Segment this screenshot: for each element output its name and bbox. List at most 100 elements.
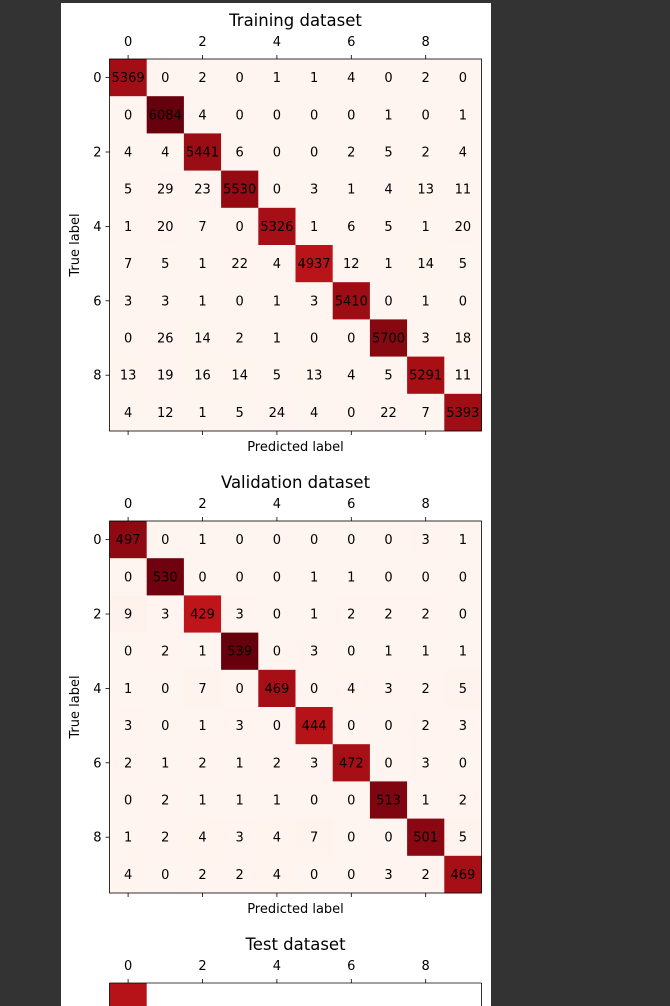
panel1-ytick-label: 6 [93, 294, 101, 309]
panel1-cell [258, 319, 296, 357]
panel1-cell [295, 282, 333, 320]
panel2-cell [221, 781, 259, 819]
panel1-cell-value: 5530 [223, 183, 256, 198]
panel2-cell [407, 632, 445, 671]
panel2-cell-value: 9 [124, 608, 132, 623]
panel1-cell-value: 4 [384, 183, 392, 198]
panel2-ytick-label: 4 [93, 682, 101, 697]
panel2-cell-value: 0 [273, 533, 281, 548]
panel2-cell-value: 2 [161, 794, 169, 809]
panel2-cell [369, 781, 408, 819]
panel2-cell [258, 669, 296, 708]
panel2-cell [444, 744, 482, 782]
panel1-cell [221, 282, 259, 320]
panel2-cell [109, 595, 147, 633]
panel1-cell [221, 245, 259, 283]
panel1-cell [407, 319, 445, 357]
panel2-cell-value: 3 [161, 608, 169, 623]
panel1-xtick-top-label: 6 [347, 35, 355, 50]
panel1-cell [295, 96, 333, 134]
panel1-cell-value: 0 [310, 108, 318, 123]
panel2-cell [295, 632, 333, 671]
panel2-cell [146, 521, 185, 559]
panel2-cell-value: 1 [422, 645, 430, 660]
panel1-cell [407, 282, 445, 320]
panel2-cell [369, 669, 408, 708]
panel2-cell [369, 744, 408, 782]
panel1-cell [221, 59, 259, 97]
panel2-cell [369, 855, 408, 894]
panel2-cell-value: 4 [347, 682, 355, 697]
panel2-cell [332, 744, 371, 782]
panel2-cell-value: 0 [459, 756, 467, 771]
panel2-cell-value: 0 [422, 570, 430, 585]
panel1-ytick-label: 4 [93, 220, 101, 235]
panel2-cell [146, 558, 185, 596]
panel2-cell-value: 2 [422, 868, 430, 883]
panel2-cell [407, 744, 445, 782]
panel1-cell-value: 13 [306, 369, 323, 384]
panel2-cell-value: 5 [459, 682, 467, 697]
panel1-cell [109, 319, 147, 357]
panel1-cell [258, 133, 296, 171]
panel1-cell-value: 6 [236, 146, 244, 161]
panel2-cell-value: 2 [384, 608, 392, 623]
panel1-cell [295, 170, 333, 209]
panel2-cell [183, 781, 222, 819]
panel1-cell-value: 4 [347, 71, 355, 86]
panel1-cell-value: 0 [124, 108, 132, 123]
panel2-cell [332, 781, 371, 819]
panel1-cell [295, 319, 333, 357]
panel2-cell-value: 0 [161, 868, 169, 883]
panel1-cell-value: 2 [236, 332, 244, 347]
panel2-cell [258, 818, 296, 857]
panel2-cell-value: 2 [161, 645, 169, 660]
panel2-axes-frame [109, 520, 482, 894]
panel2-cell [183, 818, 222, 857]
panel1-cell-value: 5393 [446, 406, 479, 421]
panel1-xtick-top-label: 4 [273, 35, 281, 50]
panel1-cell [444, 282, 482, 320]
panel2-cell-value: 2 [422, 682, 430, 697]
panel2-cell-value: 0 [273, 570, 281, 585]
panel2-cell-value: 2 [273, 756, 281, 771]
panel2-cell [332, 595, 371, 633]
panel2-xlabel: Predicted label [247, 902, 344, 917]
panel1-cell [332, 356, 371, 395]
panel2-cell-value: 3 [310, 756, 318, 771]
panel2-cell [109, 521, 147, 559]
panel2-cell [407, 521, 445, 559]
panel1-cell-value: 0 [273, 183, 281, 198]
panel2-cell [407, 669, 445, 708]
panel1-cell-value: 4 [124, 146, 132, 161]
panel1-cell [109, 282, 147, 320]
panel1-cell-value: 1 [422, 220, 430, 235]
panel2-cell-value: 0 [347, 645, 355, 660]
panel2-ylabel: True label [68, 675, 83, 739]
panel2-cell-value: 1 [124, 831, 132, 846]
panel2-cell [221, 521, 259, 559]
panel1-ylabel: True label [68, 213, 83, 277]
panel1-cell [444, 59, 482, 97]
panel1-cell-value: 7 [124, 257, 132, 272]
panel2-cell [258, 855, 296, 894]
panel1-cell-value: 1 [273, 71, 281, 86]
panel1-cell [369, 282, 408, 320]
panel2-cell [332, 669, 371, 708]
panel1-cell-value: 0 [347, 406, 355, 421]
panel1-cell-value: 3 [161, 294, 169, 309]
panel2-cell [221, 632, 259, 671]
panel2-xtick-top-label: 2 [198, 497, 206, 512]
panel2-cell [369, 707, 408, 745]
panel2-cell [444, 781, 482, 819]
panel1-cell [146, 170, 185, 209]
panel2-cell-value: 0 [273, 719, 281, 734]
panel1-cell-value: 1 [347, 183, 355, 198]
panel1-cell [295, 59, 333, 97]
panel2-cell [258, 632, 296, 671]
panel2-cell-value: 0 [273, 645, 281, 660]
panel1-cell [295, 393, 333, 432]
panel2-cell [221, 558, 259, 596]
panel2-cell [258, 781, 296, 819]
panel2-cell [407, 855, 445, 894]
